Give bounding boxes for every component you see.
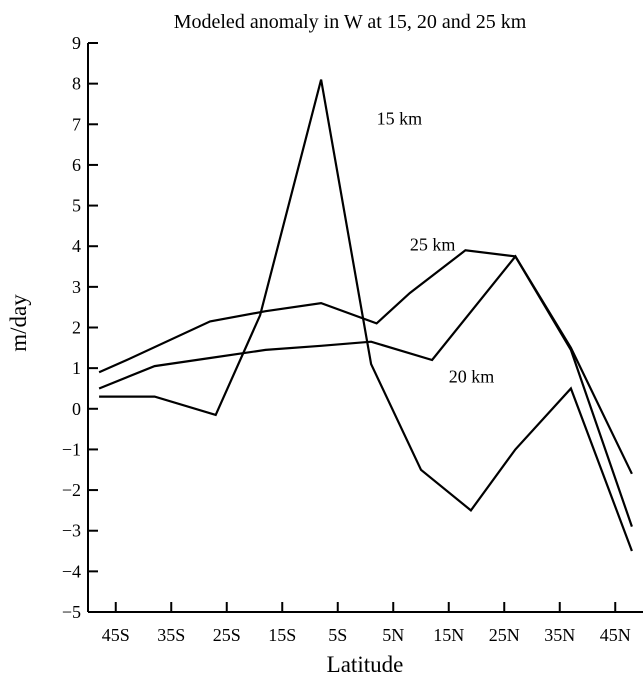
x-tick-label: 35N	[544, 625, 575, 645]
y-tick-label: 3	[72, 277, 81, 297]
x-tick-label: 15N	[433, 625, 464, 645]
y-tick-label: 6	[72, 155, 81, 175]
x-ticks: 45S 35S 25S 15S 5S 5N 15N 25N 35N 45N	[102, 602, 631, 645]
y-tick-label: 7	[72, 114, 81, 134]
x-tick-label: 45N	[600, 625, 631, 645]
y-tick-label: 4	[72, 236, 81, 256]
x-tick-label: 15S	[268, 625, 296, 645]
y-tick-label: −3	[62, 521, 81, 541]
y-tick-label: 9	[72, 33, 81, 53]
x-tick-label: 5N	[382, 625, 404, 645]
plot-area: −5 −4 −3 −2 −1 0 1 2 3 4 5 6 7 8 9 45S 35S 25S 15S 5S 5N 15N…	[62, 33, 643, 645]
y-tick-label: −4	[62, 561, 81, 581]
series-label-20-km: 20 km	[449, 366, 495, 386]
series-label-25-km: 25 km	[410, 234, 456, 254]
y-tick-label: 0	[72, 399, 81, 419]
x-axis-label: Latitude	[327, 652, 404, 677]
x-tick-label: 5S	[328, 625, 347, 645]
series-line-20-km	[98, 254, 633, 475]
x-tick-label: 25S	[213, 625, 241, 645]
y-tick-label: −2	[62, 480, 81, 500]
x-tick-label: 45S	[102, 625, 130, 645]
series-line-15-km	[99, 79, 633, 552]
series-labels: 15 km 25 km 20 km	[377, 108, 495, 386]
y-tick-label: 2	[72, 318, 81, 338]
series-label-15-km: 15 km	[377, 108, 423, 128]
y-tick-label: 5	[72, 196, 81, 216]
x-tick-label: 35S	[157, 625, 185, 645]
y-axis-label: m/day	[6, 294, 31, 352]
series-lines	[98, 79, 633, 552]
y-tick-label: 8	[72, 74, 81, 94]
y-ticks: −5 −4 −3 −2 −1 0 1 2 3 4 5 6 7 8 9	[62, 33, 98, 622]
y-tick-label: 1	[72, 358, 81, 378]
y-tick-label: −1	[62, 439, 81, 459]
series-line-25-km	[98, 249, 633, 527]
y-tick-label: −5	[62, 602, 81, 622]
chart-title: Modeled anomaly in W at 15, 20 and 25 km	[174, 11, 527, 33]
x-tick-label: 25N	[489, 625, 520, 645]
